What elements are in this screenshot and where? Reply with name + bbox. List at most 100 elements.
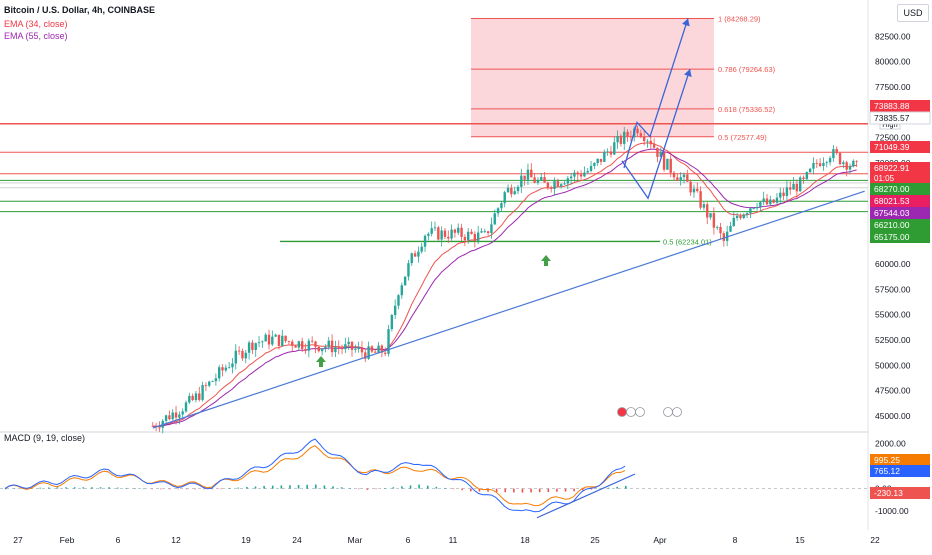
candle-body	[490, 224, 493, 234]
macd-histogram-bar	[306, 484, 308, 489]
candle-body	[855, 160, 858, 162]
candle-body	[470, 231, 473, 234]
candle-body	[151, 425, 154, 427]
candle-body	[390, 315, 394, 330]
price-badge-text: 66210.00	[874, 220, 910, 230]
candle-body	[642, 136, 646, 142]
macd-badge: 995.25	[870, 454, 930, 466]
candle-body	[387, 329, 390, 354]
candle-body	[762, 198, 765, 203]
macd-histogram-bar	[599, 488, 601, 490]
price-badge: 68021.53	[870, 195, 930, 207]
candle-body	[553, 181, 556, 190]
candle-body	[749, 208, 752, 214]
ema34-legend: EMA (34, close)	[4, 19, 68, 29]
event-icon[interactable]	[635, 407, 645, 417]
time-tick-label: Apr	[653, 535, 666, 545]
macd-histogram-bar	[340, 487, 343, 489]
candle-body	[360, 347, 364, 353]
macd-histogram-bar	[168, 488, 171, 490]
candle-body	[168, 415, 171, 420]
price-tick-label: 47500.00	[875, 386, 911, 396]
candle-body	[546, 182, 550, 188]
candle-body	[403, 276, 407, 286]
macd-histogram-bar	[142, 488, 145, 490]
candle-body	[719, 226, 722, 234]
candle-body	[486, 231, 490, 234]
time-tick-label: 19	[241, 535, 251, 545]
candle-body	[350, 341, 354, 350]
candle-body	[619, 136, 623, 144]
currency-button[interactable]: USD	[897, 4, 929, 22]
candle-body	[623, 131, 626, 144]
candle-body	[301, 341, 304, 349]
price-tick-label: 52500.00	[875, 335, 911, 345]
candle-body	[536, 179, 540, 183]
macd-histogram-bar	[530, 488, 532, 493]
price-badge: 71049.39	[870, 141, 930, 153]
candle-body	[686, 174, 689, 182]
candle-body	[473, 233, 477, 241]
candle-body	[832, 149, 835, 159]
candle-body	[822, 162, 825, 167]
candle-body	[699, 191, 702, 208]
candle-body	[264, 334, 267, 342]
candle-body	[443, 230, 447, 237]
fib-level-label: 0.618 (75336.52)	[718, 105, 776, 114]
price-tick-label: 50000.00	[875, 360, 911, 370]
candle-body	[274, 334, 277, 337]
candle-body	[828, 158, 832, 163]
candle-body	[523, 175, 526, 180]
macd-histogram-bar	[48, 487, 50, 489]
candle-body	[835, 149, 838, 154]
price-badge-bg	[870, 219, 930, 231]
macd-histogram-bar	[366, 488, 369, 490]
candle-body	[589, 165, 593, 171]
candle-body	[540, 177, 543, 180]
candle-body	[164, 415, 168, 421]
candle-body	[400, 285, 403, 296]
macd-histogram-bar	[99, 487, 102, 489]
macd-histogram-bar	[194, 488, 197, 490]
candle-body	[201, 385, 204, 400]
candle-body	[427, 233, 430, 236]
candle-body	[815, 163, 818, 164]
candle-body	[181, 411, 184, 415]
projection-arrow-lower	[621, 68, 691, 200]
candle-body	[789, 187, 792, 190]
candle-body	[337, 347, 340, 349]
macd-histogram-bar	[607, 487, 610, 489]
time-tick-label: 8	[733, 535, 738, 545]
macd-histogram-bar	[73, 487, 76, 489]
macd-histogram-bar	[564, 488, 567, 492]
candle-body	[676, 177, 679, 181]
macd-histogram-bar	[116, 487, 119, 489]
candle-body	[799, 177, 802, 192]
candle-body	[310, 340, 314, 342]
candle-body	[224, 367, 228, 371]
candle-body	[818, 163, 822, 167]
candle-body	[646, 140, 649, 142]
macd-tick-label: -1000.00	[875, 506, 909, 516]
event-icon[interactable]	[663, 407, 673, 417]
candle-body	[579, 174, 583, 177]
macd-histogram-bar	[332, 486, 334, 489]
candle-body	[842, 162, 845, 165]
candle-body	[370, 346, 374, 352]
candle-body	[254, 343, 257, 350]
event-icon[interactable]	[626, 407, 636, 417]
event-icon[interactable]	[617, 407, 627, 417]
candle-body	[314, 341, 317, 347]
candle-body	[417, 251, 420, 257]
price-badge-bg	[870, 207, 930, 219]
candle-body	[682, 174, 686, 178]
candle-body	[281, 335, 284, 346]
price-tick-label: 80000.00	[875, 57, 911, 67]
candle-body	[550, 187, 553, 190]
macd-histogram-bar	[349, 488, 352, 489]
candle-body	[596, 158, 599, 163]
event-icon[interactable]	[672, 407, 682, 417]
macd-histogram-bar	[289, 485, 291, 489]
price-tick-label: 60000.00	[875, 259, 911, 269]
